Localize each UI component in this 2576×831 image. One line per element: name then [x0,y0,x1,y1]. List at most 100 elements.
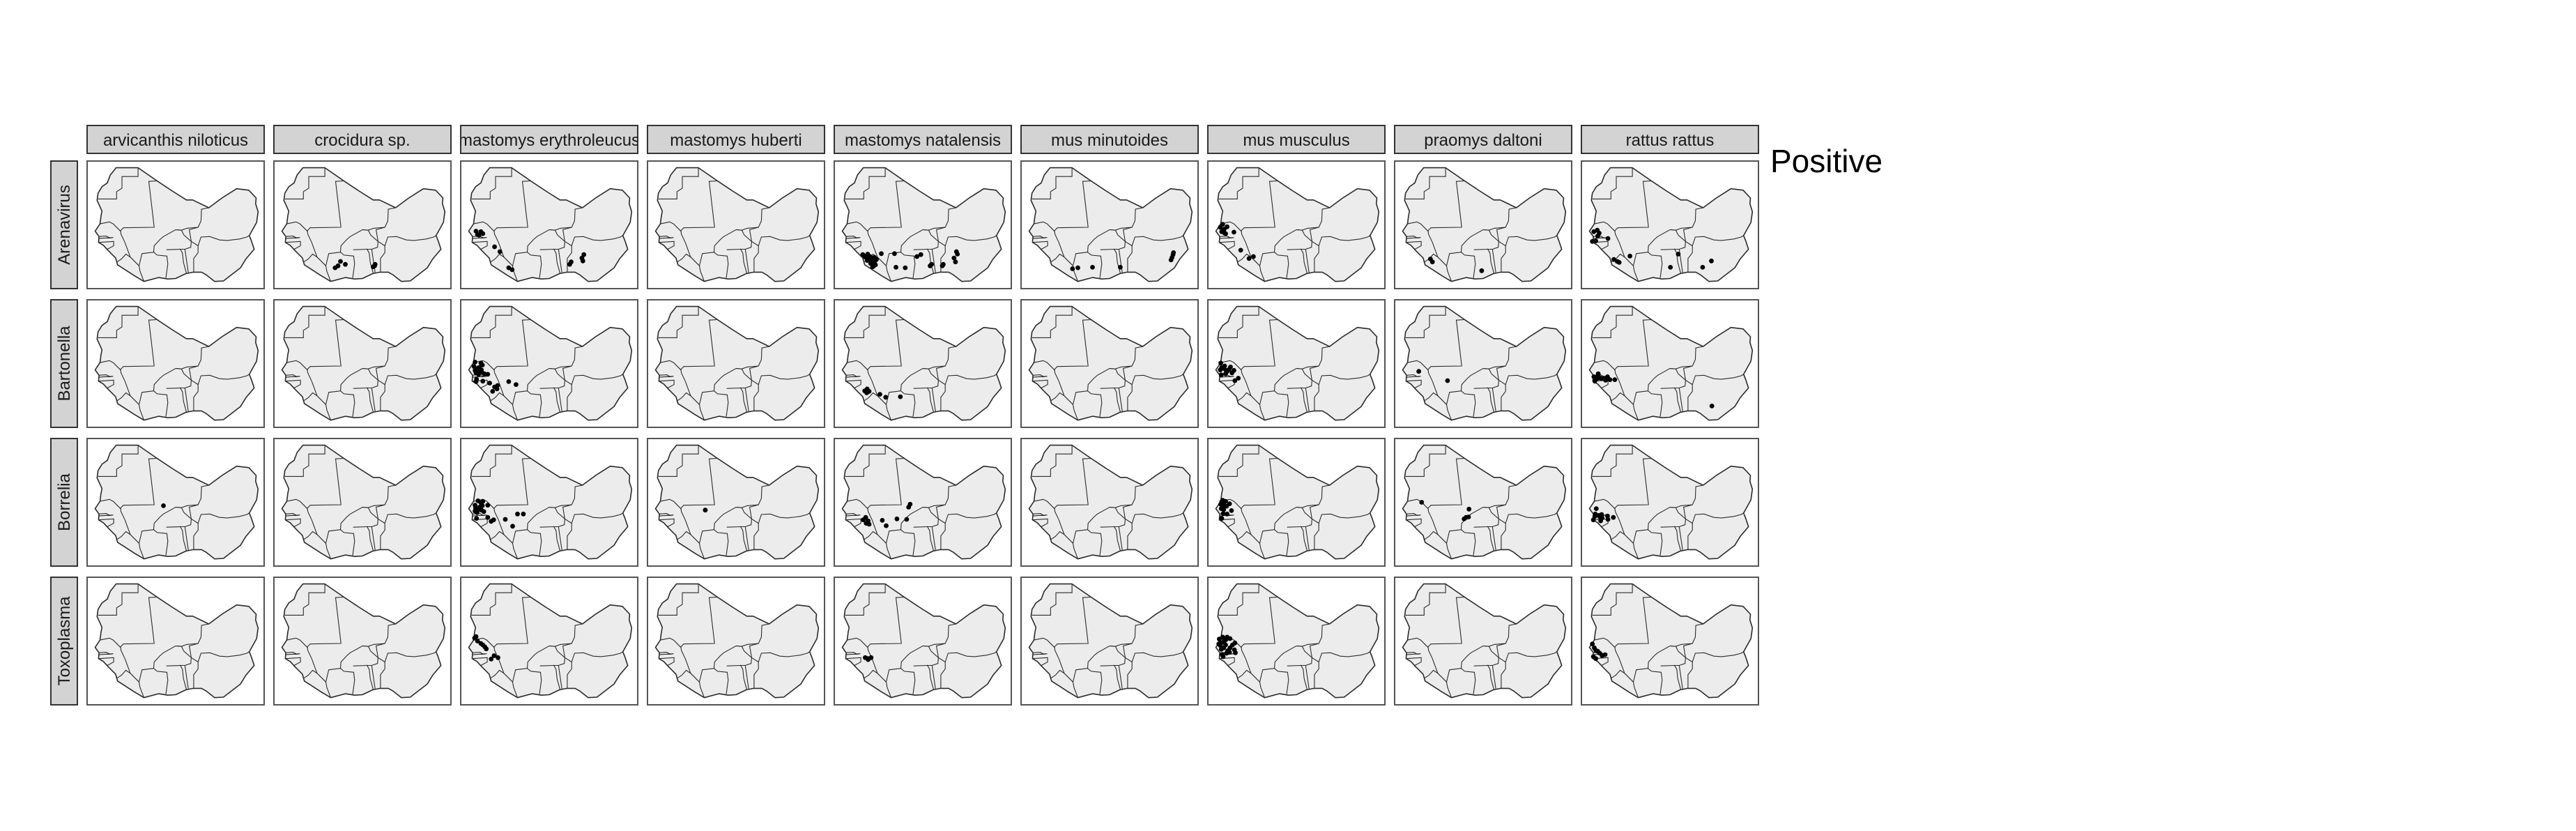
map-panel-bartonella-mastomys-natalensis [834,299,1012,428]
country-border [1156,466,1171,476]
country-border [1424,381,1439,402]
country-border [184,249,189,273]
country-border [191,379,199,411]
country-border [157,458,172,468]
country-border [375,485,396,519]
country-border [286,221,308,232]
positive-point [868,655,874,660]
country-border [1305,665,1310,689]
country-border [1685,657,1693,689]
country-border [1547,397,1554,407]
positive-point [1593,656,1598,662]
country-border [286,518,301,527]
west-africa-outline [281,305,446,421]
country-border [175,504,199,508]
positive-point [1236,376,1241,381]
column-strip-crocidura-sp: crocidura sp. [273,125,452,154]
positive-point [485,503,491,508]
map-panel-borrelia-crocidura-sp [273,438,452,567]
country-border [926,526,934,551]
country-border [562,346,583,381]
country-border [526,645,565,669]
country-border [408,327,424,337]
country-border [698,390,729,417]
country-border [1611,658,1625,679]
positive-points [862,386,903,400]
country-border [284,306,325,338]
positive-point [1612,377,1618,382]
country-border [713,645,752,669]
country-border [1113,526,1121,551]
country-border [1125,657,1133,689]
country-border [658,306,699,338]
country-border [758,512,810,524]
country-border [1241,319,1278,381]
positive-point [338,259,343,264]
country-border [1309,485,1330,519]
country-border [922,227,946,231]
west-africa-outline [1028,167,1193,282]
country-border [1407,360,1429,371]
country-border [1087,645,1126,669]
map-panel-bartonella-crocidura-sp [273,299,452,428]
country-border [1118,526,1123,551]
positive-point [1220,654,1226,660]
column-strip-mastomys-erythroleucus: mastomys erythroleucus [460,125,638,154]
country-border [378,657,385,689]
country-border [900,367,939,391]
country-border [1505,235,1557,246]
country-border [197,374,250,385]
country-border [1072,390,1103,417]
country-border [473,379,488,388]
country-border [931,665,936,689]
column-strip-label: praomys daltoni [1424,131,1542,150]
positive-point [1595,227,1600,233]
positive-point [1700,265,1705,270]
positive-point [864,253,869,259]
positive-point [515,511,520,517]
country-border [758,651,810,662]
country-border [1033,518,1048,527]
country-border [677,242,691,263]
column-strip-box [1020,125,1199,154]
country-border [867,596,905,659]
country-border [969,604,984,615]
country-border [284,445,325,477]
country-border [595,188,611,199]
country-border [98,167,139,199]
country-border [1033,379,1048,388]
map-panel-arenavirus-mastomys-natalensis [834,160,1012,289]
country-border [571,374,623,385]
country-border [1682,207,1703,242]
west-africa-outline [468,444,633,560]
country-border [130,673,145,698]
country-border [744,665,749,689]
country-border [1054,319,1091,381]
positive-point [951,255,957,261]
country-border [1318,512,1370,524]
country-border [846,518,861,527]
country-border [1305,388,1310,412]
country-border [375,623,396,658]
country-border [493,319,531,381]
country-border [751,379,759,411]
map-panel-arenavirus-mastomys-huberti [647,160,825,289]
country-border [690,534,705,559]
map-panel-toxoplasma-mastomys-erythroleucus [460,577,638,706]
country-border [565,657,572,689]
country-border [613,536,620,546]
country-border [1360,536,1367,546]
country-border [1259,390,1289,417]
country-border [1651,458,1666,468]
column-strip-box [1394,125,1572,154]
country-border [1034,637,1055,648]
country-border [1032,445,1073,477]
country-border [1174,675,1181,685]
country-border [749,623,769,658]
map-panel-arenavirus-crocidura-sp [273,160,452,289]
country-border [503,395,519,420]
positive-point [953,259,958,265]
country-border [735,643,759,647]
country-border [1131,374,1183,385]
